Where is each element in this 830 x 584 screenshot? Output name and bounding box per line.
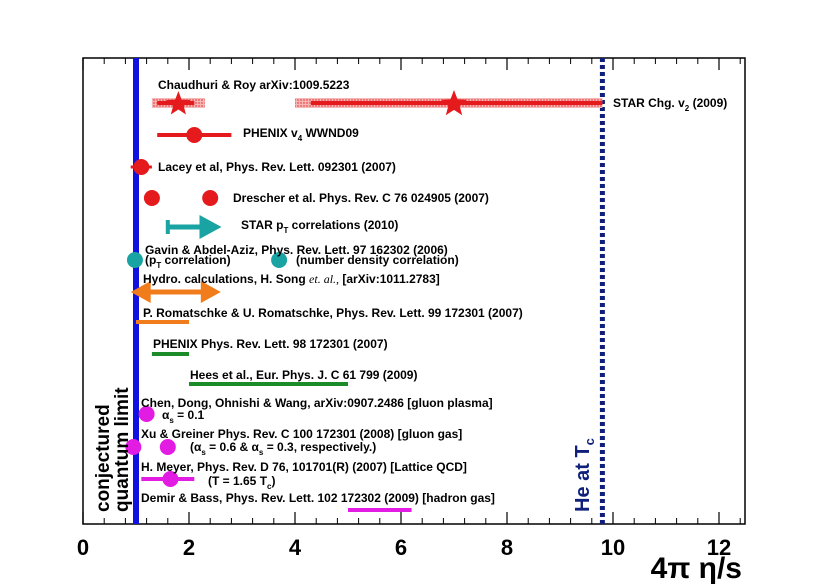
star-pt-arrow-head — [199, 215, 222, 239]
gavin-pt-label: (pT correlation) — [145, 253, 231, 270]
meyer-label: H. Meyer, Phys. Rev. D 76, 101701(R) (20… — [141, 460, 467, 474]
gavin-pt-label-part-0: (p — [145, 253, 156, 267]
x-tick-label: 0 — [77, 535, 89, 560]
phenix-prl-label: PHENIX Phys. Rev. Lett. 98 172301 (2007) — [153, 337, 388, 351]
song-label-part-1: et. al., — [309, 272, 339, 286]
star-pt-label-part-2: correlations (2010) — [288, 218, 398, 232]
song-label: Hydro. calculations, H. Song et. al., [a… — [143, 272, 440, 286]
meyer-t-label: (T = 1.65 Tc) — [208, 474, 275, 491]
demir-label: Demir & Bass, Phys. Rev. Lett. 102 17230… — [141, 491, 495, 505]
song-label-part-2: [arXiv:1011.2783] — [339, 272, 440, 286]
star-pt-label-part-0: STAR p — [241, 218, 283, 232]
meyer-t-label-part-2: ) — [271, 474, 275, 488]
star-chg-label-part-2: (2009) — [689, 96, 727, 110]
star-pt-label: STAR pT correlations (2010) — [241, 218, 398, 235]
chaudhuri-star-1 — [166, 91, 191, 115]
song-label-part-0: Hydro. calculations, H. Song — [143, 272, 309, 286]
phenix-v4-point — [186, 127, 203, 143]
xu-label: Xu & Greiner Phys. Rev. C 100 172301 (20… — [141, 427, 462, 441]
gavin-label: Gavin & Abdel-Aziz, Phys. Rev. Lett. 97 … — [145, 243, 448, 257]
star-chg-label-part-1: 2 — [685, 104, 690, 113]
gavin-pt-label-part-2: correlation) — [161, 253, 230, 267]
he-tc-label-main: He at T — [572, 445, 594, 512]
gavin-point-2 — [271, 252, 288, 268]
drescher-point-2 — [202, 190, 219, 206]
lacey-label: Lacey et al, Phys. Rev. Lett. 092301 (20… — [158, 160, 396, 174]
xu-alpha-label-part-2: = 0.6 & α — [206, 440, 260, 454]
x-tick-label: 12 — [707, 535, 731, 560]
quantum-limit-label-1: conjectured — [93, 404, 114, 512]
meyer-point — [162, 471, 179, 487]
gavin-num-label: (number density correlation) — [296, 253, 459, 267]
hees-label: Hees et al., Eur. Phys. J. C 61 799 (200… — [190, 368, 417, 382]
x-tick-label: 8 — [501, 535, 513, 560]
gavin-pt-label-part-1: T — [156, 261, 161, 270]
x-axis-label: 4π η/s — [651, 552, 742, 584]
x-tick-label: 10 — [601, 535, 625, 560]
x-axis-label-suffix: /s — [717, 552, 742, 584]
xu-point-2 — [159, 439, 176, 455]
drescher-point-1 — [143, 190, 160, 206]
x-tick-label: 2 — [183, 535, 195, 560]
meyer-t-label-part-1: c — [267, 482, 272, 491]
chaudhuri-star-2 — [440, 90, 468, 116]
xu-alpha-label-part-3: s — [259, 448, 264, 457]
x-tick-label: 6 — [395, 535, 407, 560]
xu-alpha-label: (αs = 0.6 & αs = 0.3, respectively.) — [190, 440, 376, 457]
phenix-v4-label-part-2: WWND09 — [302, 126, 359, 140]
xu-alpha-label-part-4: = 0.3, respectively.) — [263, 440, 376, 454]
gavin-point-1 — [126, 252, 143, 268]
star-chg-label-part-0: STAR Chg. v — [613, 96, 685, 110]
chen-alpha-label-part-2: = 0.1 — [174, 408, 205, 422]
he-tc-label-sub: c — [582, 438, 597, 445]
phenix-v4-label-part-0: PHENIX v — [243, 126, 298, 140]
meyer-t-label-part-0: (T = 1.65 T — [208, 474, 268, 488]
song-arrow-left-head — [130, 281, 151, 303]
chaudhuri-label: Chaudhuri & Roy arXiv:1009.5223 — [158, 78, 350, 92]
xu-point-1 — [125, 439, 142, 455]
chen-alpha-label-part-1: s — [169, 416, 174, 425]
chen-label: Chen, Dong, Ohnishi & Wang, arXiv:0907.2… — [141, 396, 493, 410]
lacey-point — [133, 159, 150, 175]
quantum-limit-label-2: quantum limit — [112, 387, 133, 512]
chen-alpha-label-part-0: α — [162, 408, 170, 422]
xu-alpha-label-part-0: (α — [190, 440, 202, 454]
romatschke-label: P. Romatschke & U. Romatschke, Phys. Rev… — [143, 306, 523, 320]
chen-alpha-label: αs = 0.1 — [162, 408, 205, 425]
star-chg-label: STAR Chg. v2 (2009) — [613, 96, 727, 113]
star-pt-label-part-1: T — [283, 226, 288, 235]
phenix-v4-label: PHENIX v4 WWND09 — [243, 126, 359, 143]
drescher-label: Drescher et al. Phys. Rev. C 76 024905 (… — [233, 191, 489, 205]
x-axis-label-prefix: 4π η — [651, 552, 717, 584]
xu-alpha-label-part-1: s — [201, 448, 206, 457]
chen-point — [138, 406, 155, 422]
he-tc-label: He at Tc — [572, 438, 597, 512]
phenix-v4-label-part-1: 4 — [298, 134, 303, 143]
plot-frame — [82, 57, 746, 525]
song-arrow-right-head — [200, 281, 221, 303]
x-tick-label: 4 — [289, 535, 302, 560]
